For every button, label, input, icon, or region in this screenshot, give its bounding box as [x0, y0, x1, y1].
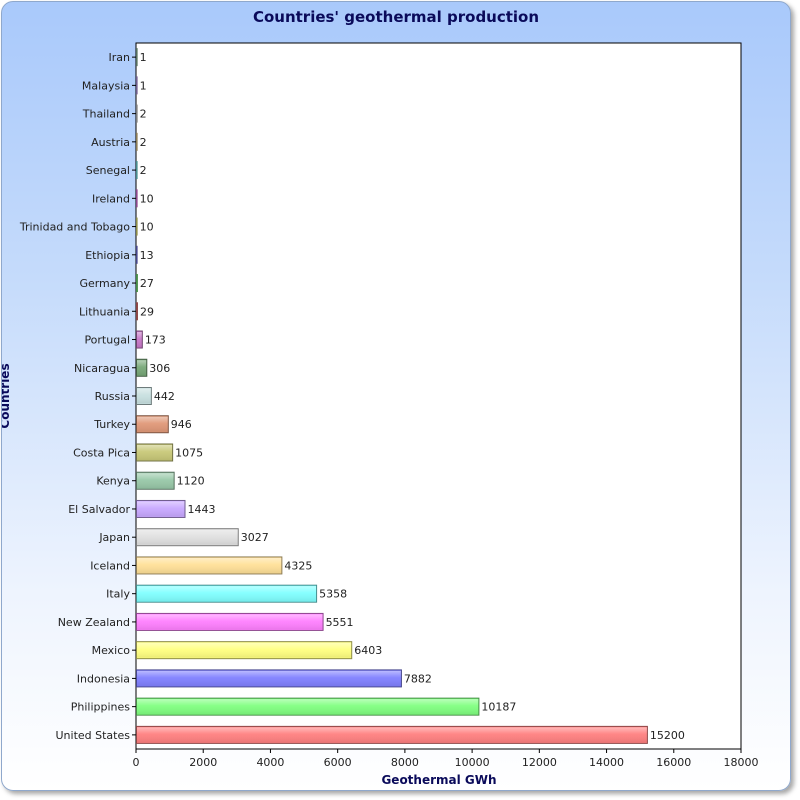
y-axis-title: Countries [2, 363, 12, 428]
y-tick-label-mexico: Mexico [92, 644, 131, 657]
value-label-russia: 442 [154, 390, 175, 403]
bar-sheen-portugal [137, 332, 142, 348]
y-tick-label-turkey: Turkey [93, 418, 130, 431]
value-label-thailand: 2 [140, 108, 147, 121]
value-label-germany: 27 [140, 277, 154, 290]
y-tick-label-malaysia: Malaysia [82, 79, 130, 92]
bar-iran [136, 48, 138, 67]
value-label-el-salvador: 1443 [188, 503, 216, 516]
value-label-lithuania: 29 [140, 305, 154, 318]
value-label-portugal: 173 [145, 334, 166, 347]
y-tick-label-ethiopia: Ethiopia [85, 249, 130, 262]
value-label-new-zealand: 5551 [326, 616, 354, 629]
y-tick-label-el-salvador: El Salvador [68, 503, 130, 516]
y-tick-label-japan: Japan [98, 531, 130, 544]
bar-malaysia [136, 76, 138, 95]
y-tick-label-iran: Iran [109, 51, 131, 64]
value-label-turkey: 946 [171, 418, 192, 431]
value-label-indonesia: 7882 [404, 672, 432, 685]
y-tick-label-philippines: Philippines [71, 701, 131, 714]
bar-sheen-kenya [137, 473, 174, 489]
bar-sheen-italy [137, 586, 317, 602]
bar-lithuania [136, 302, 138, 321]
y-tick-label-germany: Germany [79, 277, 130, 290]
bar-sheen-iceland [137, 557, 282, 573]
x-tick-label-8000: 8000 [391, 756, 419, 769]
value-label-kenya: 1120 [177, 475, 205, 488]
x-tick-label-4000: 4000 [256, 756, 284, 769]
y-tick-label-senegal: Senegal [86, 164, 130, 177]
bar-sheen-turkey [137, 416, 168, 432]
value-label-iran: 1 [140, 51, 147, 64]
value-label-costa-pica: 1075 [175, 446, 203, 459]
y-tick-label-lithuania: Lithuania [79, 305, 130, 318]
value-label-ethiopia: 13 [140, 249, 154, 262]
y-tick-label-costa-pica: Costa Pica [73, 446, 130, 459]
x-tick-label-10000: 10000 [455, 756, 490, 769]
bar-germany [136, 274, 138, 293]
value-label-senegal: 2 [140, 164, 147, 177]
y-tick-label-nicaragua: Nicaragua [74, 362, 130, 375]
bar-sheen-indonesia [137, 670, 401, 686]
bar-sheen-russia [137, 388, 151, 404]
value-label-nicaragua: 306 [149, 362, 170, 375]
x-tick-label-0: 0 [133, 756, 140, 769]
bar-thailand [136, 104, 138, 123]
bar-sheen-costa-pica [137, 444, 173, 460]
bar-sheen-philippines [137, 699, 479, 715]
x-tick-label-12000: 12000 [522, 756, 557, 769]
bar-sheen-el-salvador [137, 501, 185, 517]
value-label-iceland: 4325 [284, 559, 312, 572]
bar-sheen-nicaragua [137, 360, 147, 376]
value-label-mexico: 6403 [354, 644, 382, 657]
x-tick-label-14000: 14000 [589, 756, 624, 769]
value-label-ireland: 10 [140, 192, 154, 205]
bar-trinidad-and-tobago [136, 217, 138, 236]
value-label-philippines: 10187 [481, 701, 516, 714]
y-tick-label-austria: Austria [91, 136, 130, 149]
bar-senegal [136, 161, 138, 180]
y-tick-label-new-zealand: New Zealand [58, 616, 130, 629]
y-tick-label-portugal: Portugal [84, 334, 130, 347]
bar-sheen-new-zealand [137, 614, 323, 630]
x-tick-label-16000: 16000 [656, 756, 691, 769]
chart-frame: Countries' geothermal production Iran 1 Ma… [1, 1, 791, 791]
bar-ethiopia [136, 245, 138, 264]
y-tick-label-thailand: Thailand [82, 108, 130, 121]
y-tick-label-united-states: United States [56, 729, 131, 742]
value-label-trinidad-and-tobago: 10 [140, 221, 154, 234]
bar-chart: Countries' geothermal production Iran 1 Ma… [2, 8, 759, 787]
y-tick-label-iceland: Iceland [90, 559, 130, 572]
y-tick-label-trinidad-and-tobago: Trinidad and Tobago [19, 221, 130, 234]
x-tick-label-6000: 6000 [324, 756, 352, 769]
y-tick-label-indonesia: Indonesia [77, 672, 130, 685]
x-tick-label-18000: 18000 [724, 756, 759, 769]
bar-austria [136, 132, 138, 151]
bar-sheen-mexico [137, 642, 352, 658]
value-label-japan: 3027 [241, 531, 269, 544]
x-tick-label-2000: 2000 [189, 756, 217, 769]
value-label-malaysia: 1 [140, 79, 147, 92]
plot-area [135, 42, 742, 750]
y-tick-label-kenya: Kenya [96, 475, 130, 488]
bar-sheen-united-states [137, 727, 647, 743]
bar-ireland [136, 189, 138, 208]
x-axis-title: Geothermal GWh [381, 773, 496, 787]
value-label-austria: 2 [140, 136, 147, 149]
chart-title: Countries' geothermal production [253, 8, 539, 26]
value-label-united-states: 15200 [650, 729, 685, 742]
y-tick-label-italy: Italy [106, 588, 130, 601]
y-tick-label-ireland: Ireland [92, 192, 130, 205]
value-label-italy: 5358 [319, 588, 347, 601]
y-tick-label-russia: Russia [95, 390, 130, 403]
bar-sheen-japan [137, 529, 238, 545]
